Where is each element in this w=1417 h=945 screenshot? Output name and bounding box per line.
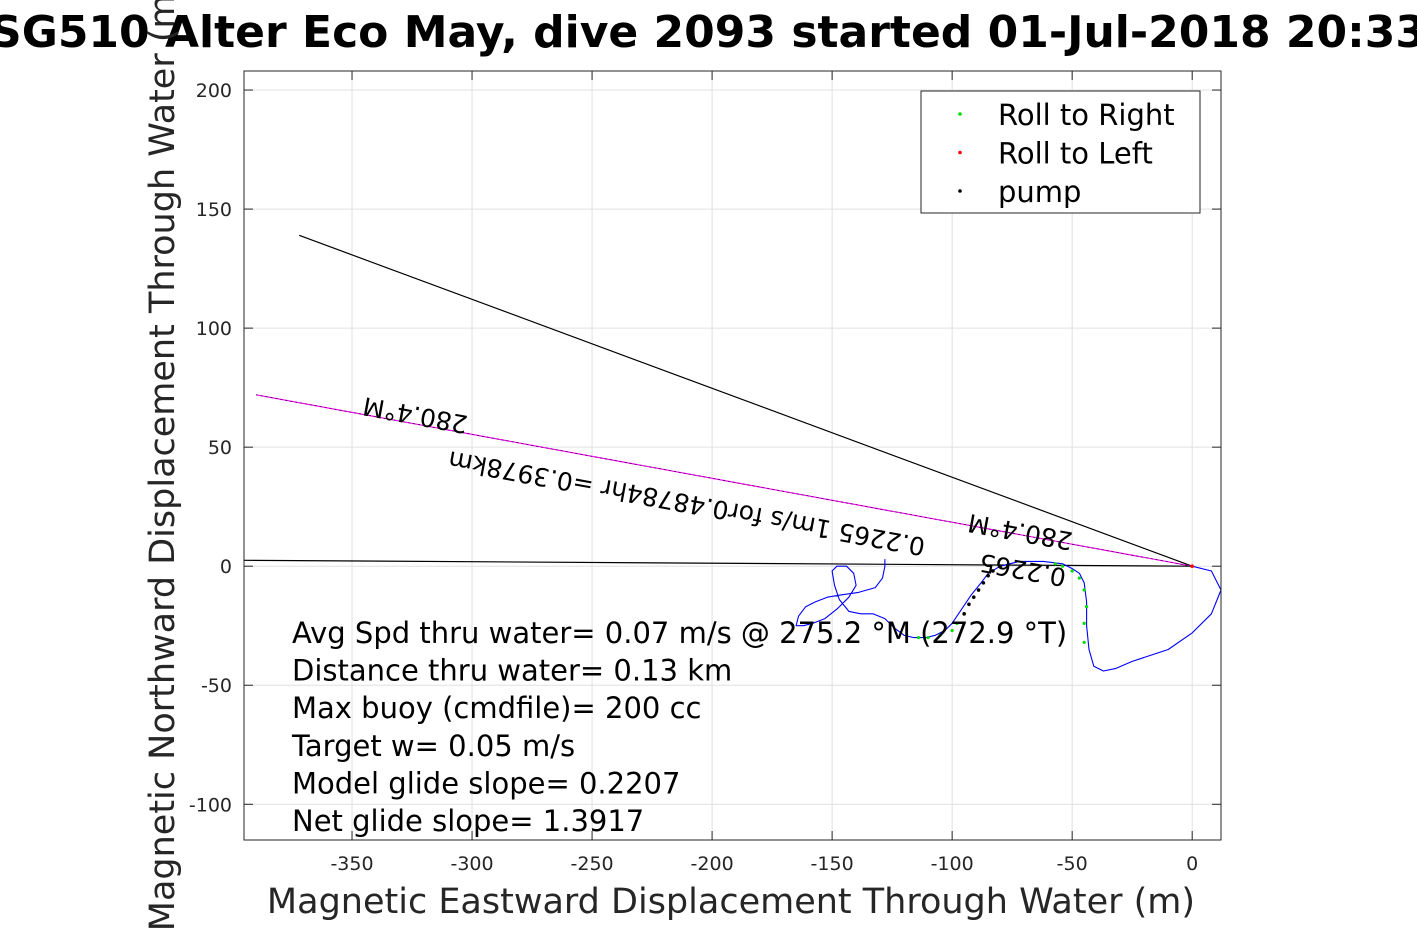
plot-frame <box>243 70 1222 841</box>
heading-lines <box>243 234 1193 567</box>
roll-right-point <box>1070 569 1074 573</box>
dive-stats: Avg Spd thru water= 0.07 m/s @ 275.2 °M … <box>291 616 1067 838</box>
roll-right-point <box>916 636 921 640</box>
roll-right-point <box>1053 562 1057 566</box>
stats-line: Max buoy (cmdfile)= 200 cc <box>292 691 701 725</box>
legend-label: Roll to Right <box>998 98 1175 132</box>
y-tick-label: 100 <box>196 318 232 340</box>
stats-line: Model glide slope= 0.2207 <box>292 766 680 800</box>
roll-right-point <box>926 636 930 640</box>
legend-label: Roll to Left <box>998 137 1153 171</box>
x-tick-label: -100 <box>931 853 974 875</box>
pump-point <box>962 612 966 616</box>
stats-line: Net glide slope= 1.3917 <box>292 804 644 838</box>
y-tick-label: 0 <box>220 556 232 578</box>
x-tick-label: -150 <box>811 853 854 875</box>
roll-right-point <box>1084 605 1089 609</box>
pump-point <box>986 573 990 578</box>
roll-right-point <box>1082 621 1086 625</box>
x-tick-label: 0 <box>1186 853 1198 875</box>
x-tick-label: -300 <box>450 853 493 875</box>
axis-ticks: -350 -300 -250 -200 -150 -100 -50 0 -100 -50 0 50 10… <box>189 71 1221 875</box>
roll-right-point <box>938 633 942 637</box>
roll-right-point <box>1082 640 1086 644</box>
x-tick-label: -250 <box>571 853 614 875</box>
stats-line: Target w= 0.05 m/s <box>291 729 575 763</box>
pump-point <box>976 588 981 592</box>
stats-line: Distance thru water= 0.13 km <box>292 654 732 688</box>
y-tick-label: 150 <box>196 199 232 221</box>
x-tick-label: -350 <box>330 853 373 875</box>
roll-right-point <box>1077 576 1081 580</box>
pump-point <box>991 569 995 573</box>
y-tick-label: -50 <box>201 675 232 697</box>
legend-marker <box>958 112 962 116</box>
legend-marker <box>958 189 962 193</box>
black-line-lower <box>243 559 1193 567</box>
pump-point <box>998 564 1002 569</box>
black-line-upper <box>298 234 1193 567</box>
legend-box <box>920 90 1201 214</box>
legend-label: pump <box>998 175 1081 209</box>
x-tick-label: -200 <box>691 853 734 875</box>
pump-point <box>981 581 986 585</box>
x-tick-label: -50 <box>1057 853 1088 875</box>
roll-right-point <box>1060 564 1065 568</box>
roll-right-point <box>950 628 954 633</box>
y-axis-label: Magnetic Northward Displacement Through … <box>143 0 183 931</box>
stats-line: Avg Spd thru water= 0.07 m/s @ 275.2 °M … <box>292 616 1067 650</box>
pump-point <box>967 602 971 607</box>
roll-right-point <box>955 621 959 625</box>
pump-point <box>971 595 976 599</box>
track-line <box>795 559 1222 672</box>
chart-title: SG510 Alter Eco May, dive 2093 started 0… <box>0 7 1417 58</box>
y-tick-label: -100 <box>189 794 232 816</box>
y-tick-label: 50 <box>208 437 232 459</box>
magenta-line-dotted-overlay <box>255 394 1193 567</box>
x-axis-label: Magnetic Eastward Displacement Through W… <box>267 882 1195 922</box>
legend-marker <box>958 150 962 155</box>
roll-left-point <box>1190 564 1194 569</box>
y-tick-label: 200 <box>196 80 232 102</box>
dive-track <box>795 559 1222 672</box>
roll-right-point <box>1082 588 1086 592</box>
legend: Roll to Right Roll to Left pump <box>920 90 1201 214</box>
